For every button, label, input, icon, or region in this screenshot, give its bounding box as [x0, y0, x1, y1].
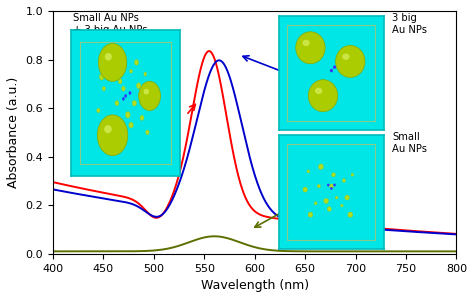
Y-axis label: Absorbance (a.u.): Absorbance (a.u.) — [7, 77, 20, 188]
Text: Small Au NPs
+ 3 big Au NPs: Small Au NPs + 3 big Au NPs — [73, 13, 147, 35]
Text: Small
Au NPs: Small Au NPs — [392, 132, 427, 154]
Text: 3 big
Au NPs: 3 big Au NPs — [392, 13, 427, 35]
X-axis label: Wavelength (nm): Wavelength (nm) — [201, 279, 309, 292]
